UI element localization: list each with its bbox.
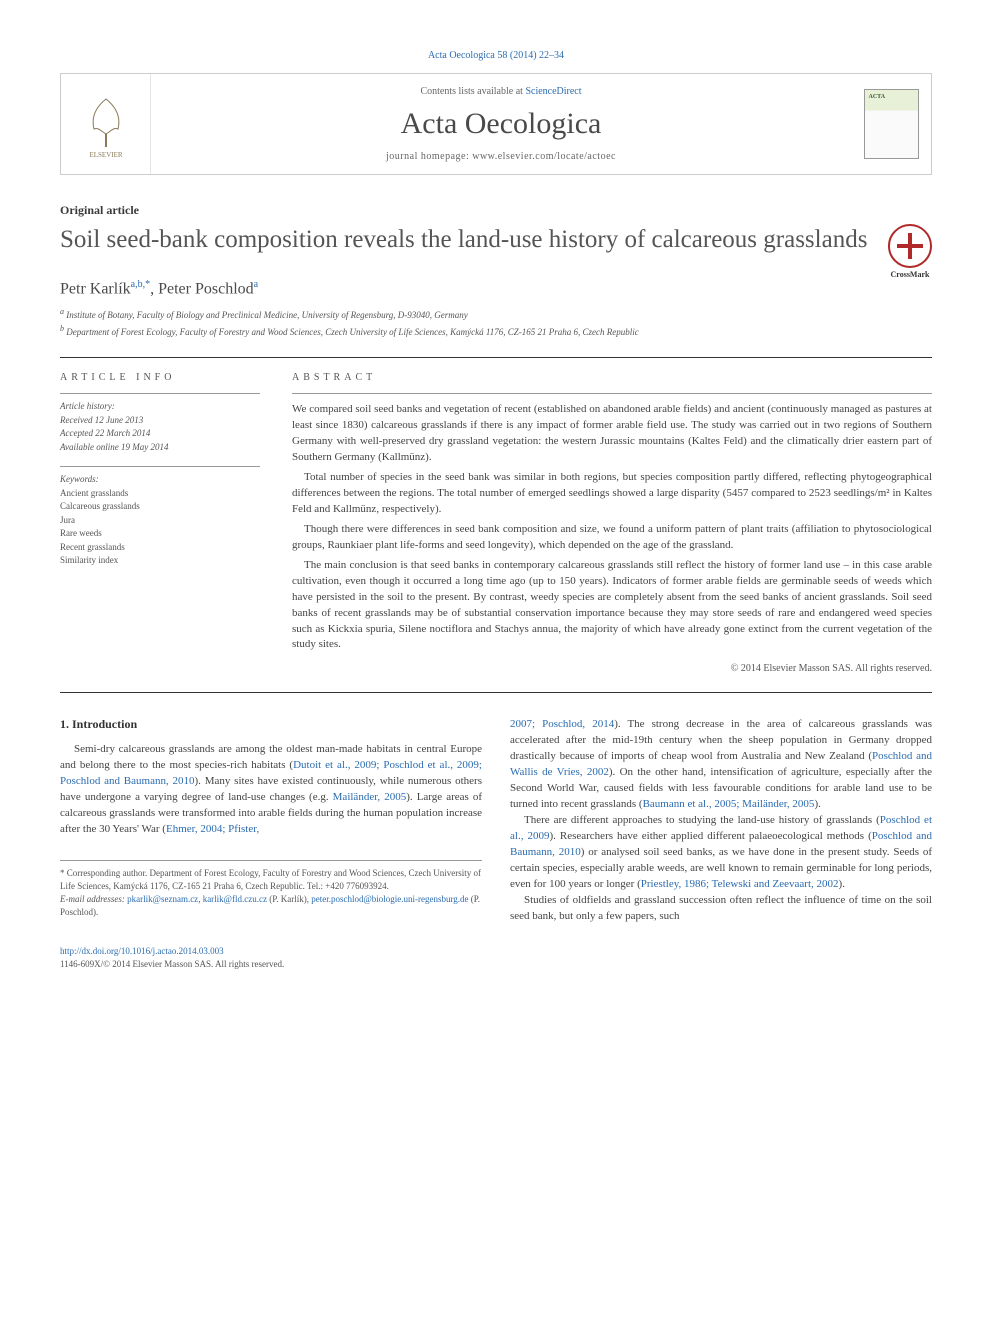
cover-thumbnail-box	[851, 74, 931, 174]
keywords-list: Ancient grasslands Calcareous grasslands…	[60, 487, 260, 568]
journal-cover-icon	[864, 89, 919, 159]
journal-title: Acta Oecologica	[171, 107, 831, 141]
author-1: Petr Karlík	[60, 280, 131, 297]
article-info-heading: ARTICLE INFO	[60, 372, 260, 383]
article-history: Article history: Received 12 June 2013 A…	[60, 400, 260, 454]
elsevier-logo-icon: ELSEVIER	[76, 89, 136, 159]
email-addresses: E-mail addresses: pkarlik@seznam.cz, kar…	[60, 893, 482, 919]
contents-available: Contents lists available at ScienceDirec…	[171, 86, 831, 97]
article-type: Original article	[60, 203, 932, 218]
sciencedirect-link[interactable]: ScienceDirect	[525, 86, 581, 97]
intro-col1: Semi-dry calcareous grasslands are among…	[60, 742, 482, 838]
doi-link[interactable]: http://dx.doi.org/10.1016/j.actao.2014.0…	[60, 946, 224, 956]
abstract-copyright: © 2014 Elsevier Masson SAS. All rights r…	[292, 663, 932, 674]
intro-heading: 1. Introduction	[60, 717, 482, 732]
author-2: Peter Poschlod	[158, 280, 254, 297]
top-citation: Acta Oecologica 58 (2014) 22–34	[60, 50, 932, 61]
citation-link[interactable]: Ehmer, 2004; Pfister,	[166, 823, 259, 835]
corresponding-author-note: * Corresponding author. Department of Fo…	[60, 867, 482, 893]
abstract-body: We compared soil seed banks and vegetati…	[292, 402, 932, 653]
footnotes: * Corresponding author. Department of Fo…	[60, 860, 482, 919]
article-title: Soil seed-bank composition reveals the l…	[60, 224, 868, 255]
crossmark-badge[interactable]: CrossMark	[888, 224, 932, 279]
journal-homepage: journal homepage: www.elsevier.com/locat…	[171, 151, 831, 162]
svg-text:ELSEVIER: ELSEVIER	[89, 151, 122, 159]
intro-col2: 2007; Poschlod, 2014). The strong decrea…	[510, 717, 932, 924]
crossmark-label: CrossMark	[888, 270, 932, 279]
citation-link[interactable]: Mailänder, 2005	[333, 791, 407, 803]
authors-line: Petr Karlíka,b,*, Peter Poschloda	[60, 279, 932, 298]
email-link[interactable]: pkarlik@seznam.cz	[127, 894, 198, 904]
abstract-heading: ABSTRACT	[292, 372, 932, 383]
affiliations: a Institute of Botany, Faculty of Biolog…	[60, 306, 932, 339]
divider	[60, 357, 932, 358]
crossmark-icon	[888, 224, 932, 268]
email-link[interactable]: karlik@fld.czu.cz	[203, 894, 267, 904]
publisher-logo-box: ELSEVIER	[61, 74, 151, 174]
author-2-affil: a	[254, 279, 258, 290]
email-link[interactable]: peter.poschlod@biologie.uni-regensburg.d…	[311, 894, 468, 904]
citation-link[interactable]: 2007; Poschlod, 2014	[510, 718, 614, 730]
issn-copyright: 1146-609X/© 2014 Elsevier Masson SAS. Al…	[60, 958, 932, 972]
footer-refs: http://dx.doi.org/10.1016/j.actao.2014.0…	[60, 945, 932, 972]
journal-header: ELSEVIER Contents lists available at Sci…	[60, 73, 932, 175]
keywords-label: Keywords:	[60, 473, 260, 487]
divider	[60, 692, 932, 693]
author-1-affil: a,b,*	[131, 279, 150, 290]
citation-link[interactable]: Priestley, 1986; Telewski and Zeevaart, …	[641, 878, 839, 890]
citation-link[interactable]: Baumann et al., 2005; Mailänder, 2005	[643, 798, 815, 810]
